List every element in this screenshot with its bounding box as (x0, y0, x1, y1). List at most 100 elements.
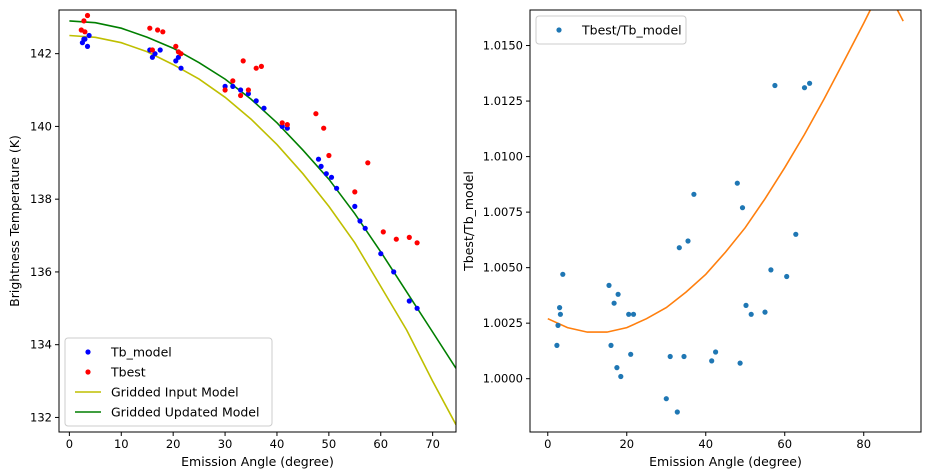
right-data-point (555, 322, 561, 328)
left-x-tick-label: 40 (270, 437, 285, 451)
right-chart-points (554, 80, 813, 415)
right-x-tick-label: 80 (856, 437, 871, 451)
right-data-point (737, 360, 743, 366)
left-data-point (230, 78, 236, 84)
left-data-point (238, 87, 244, 93)
left-data-point (222, 83, 228, 89)
left-y-tick-label: 138 (30, 192, 52, 206)
left-chart-legend-box (64, 337, 273, 427)
left-data-point (149, 54, 155, 60)
left-data-point (279, 120, 285, 126)
left-data-point (261, 105, 267, 111)
right-data-point (628, 351, 634, 357)
left-data-point (414, 240, 420, 246)
left-y-tick-label: 142 (30, 47, 52, 61)
left-data-point (406, 298, 412, 304)
right-data-point (793, 231, 799, 237)
left-data-point (84, 43, 91, 50)
right-chart-panel: 0 20 40 60 80 1.0000 1.0025 1.0050 1.0075 1.0100… (461, 9, 922, 469)
left-data-point (362, 225, 368, 231)
left-data-point (334, 185, 340, 191)
left-data-point (321, 125, 327, 131)
right-y-tick-label: 1.0150 (483, 39, 523, 53)
right-data-point (557, 311, 564, 317)
left-data-point (391, 269, 397, 275)
left-data-point (357, 218, 363, 224)
left-data-point (157, 47, 163, 53)
left-chart-y-axis-label: Brightness Temperature (K) (7, 135, 22, 307)
right-x-tick-label: 40 (698, 437, 713, 451)
right-y-tick-label: 1.0050 (483, 261, 523, 275)
left-x-tick-label: 30 (218, 437, 233, 451)
left-data-point (284, 125, 290, 131)
right-data-point (784, 273, 790, 280)
left-data-point (284, 122, 290, 128)
right-legend-marker-swatch (556, 27, 562, 33)
left-data-point (173, 58, 179, 64)
left-data-point (414, 305, 420, 311)
left-y-tick-label: 140 (30, 119, 52, 133)
right-x-tick-label: 0 (544, 437, 551, 451)
left-legend-label: Gridded Updated Model (111, 405, 259, 420)
right-data-point (615, 291, 621, 297)
right-chart-legend-entries: Tbest/Tb_model (556, 23, 682, 38)
left-chart-panel: 0 10 20 30 40 50 60 70 132 134 136 138 140 142 Emiss… (7, 9, 457, 469)
left-data-point (152, 51, 158, 57)
right-data-point (674, 409, 680, 415)
left-y-tick-label: 134 (30, 338, 52, 352)
left-chart-points (78, 12, 420, 311)
right-x-tick-label: 20 (619, 437, 634, 451)
left-data-point (245, 87, 251, 93)
right-data-point (663, 396, 669, 402)
right-data-point (557, 305, 563, 311)
right-chart-x-axis-label: Emission Angle (degree) (649, 454, 802, 469)
right-data-point (762, 309, 768, 315)
right-data-point (630, 311, 637, 317)
right-chart-legend: Tbest/Tb_model (535, 15, 687, 45)
right-data-point (709, 358, 715, 364)
right-chart-lines (547, 10, 904, 333)
right-data-point (801, 85, 808, 91)
right-chart-y-axis-label: Tbest/Tb_model (461, 171, 476, 272)
left-legend-label: Gridded Input Model (111, 385, 239, 400)
left-x-tick-label: 10 (114, 437, 129, 451)
left-legend-label: Tb_model (110, 345, 172, 360)
left-data-point (86, 32, 92, 39)
left-chart-frame (58, 9, 457, 433)
left-x-tick-label: 70 (425, 437, 440, 451)
right-data-point (554, 342, 560, 348)
left-data-point (365, 160, 371, 166)
left-data-point (326, 152, 332, 159)
left-data-point (160, 29, 166, 35)
left-data-point (147, 25, 153, 31)
left-data-point (84, 12, 91, 19)
left-data-point (155, 27, 161, 33)
left-chart-legend-entries: Tb_model Tbest Gridded Input Model Gridded … (75, 345, 259, 420)
right-data-point (807, 80, 813, 86)
right-y-tick-label: 1.0100 (483, 150, 523, 164)
left-data-point (178, 65, 184, 71)
left-data-point (253, 65, 259, 71)
left-data-point (393, 236, 399, 242)
left-data-point (380, 229, 386, 235)
right-data-point (626, 311, 632, 317)
left-data-point (323, 171, 329, 177)
left-x-tick-label: 0 (66, 437, 73, 451)
right-data-point (685, 238, 691, 244)
right-data-point (691, 191, 697, 197)
right-series-line-1 (547, 10, 904, 333)
right-chart-x-ticks: 0 20 40 60 80 (544, 432, 871, 451)
left-chart-legend: Tb_model Tbest Gridded Input Model Gridded … (64, 337, 273, 427)
right-data-point (739, 205, 746, 211)
left-data-point (81, 18, 87, 24)
left-series-line-2 (69, 34, 456, 426)
right-data-point (713, 349, 719, 355)
left-chart-x-ticks: 0 10 20 30 40 50 60 70 (66, 432, 440, 451)
left-x-tick-label: 60 (373, 437, 388, 451)
left-data-point (222, 87, 228, 93)
right-y-tick-label: 1.0125 (483, 94, 523, 108)
right-data-point (676, 245, 682, 251)
right-data-point (614, 365, 620, 371)
left-chart-y-ticks: 132 134 136 138 140 142 (30, 47, 59, 424)
left-data-point (81, 36, 87, 42)
